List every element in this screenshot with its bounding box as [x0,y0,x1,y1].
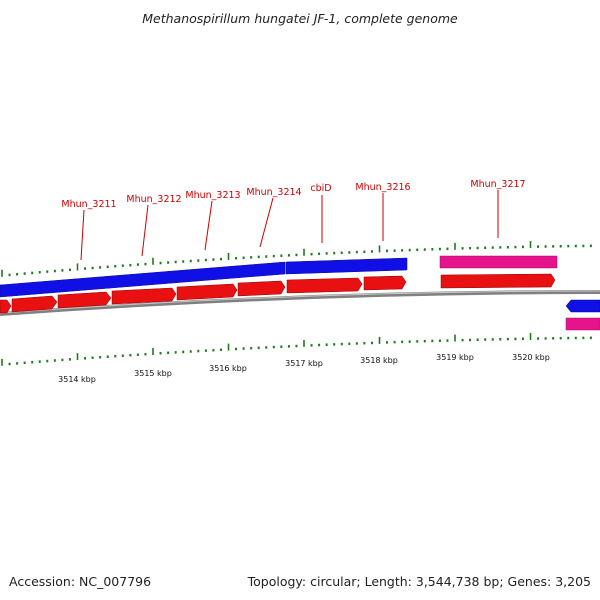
cds-arrow [176,283,238,301]
scale-label: 3514 kbp [58,375,96,384]
forward-gene-bar [285,257,408,275]
inner-tick-marks [1,332,592,366]
gene-label: cbiD [310,183,331,194]
cds-arrow [111,287,177,305]
outer-tick-marks [1,241,592,277]
scale-label: 3516 kbp [209,364,247,373]
gene-label: Mhun_3212 [126,194,181,205]
rna-gene-bar [439,255,558,269]
cds-arrow [440,273,556,289]
gene-label: Mhun_3213 [185,190,240,201]
map-title: Methanospirillum hungatei JF-1, complete… [142,11,458,26]
label-leader-line [259,197,274,248]
cds-arrow [0,299,12,314]
gene-label: Mhun_3216 [355,182,410,193]
label-leader-line [80,209,85,261]
cds-arrow [286,277,363,294]
scale-label: 3520 kbp [512,353,550,362]
accession-label: Accession: NC_007796 [9,574,152,589]
cds-arrow [363,275,407,291]
reverse-gene-bar [565,299,600,313]
label-leader-line [204,200,213,251]
label-leader-line [141,204,149,257]
cds-arrow [237,280,286,297]
rna-gene-bar [565,317,600,331]
genome-backbone [0,290,600,316]
gene-label: Mhun_3217 [470,179,525,190]
genome-summary-label: Topology: circular; Length: 3,544,738 bp… [247,574,591,589]
gene-label: Mhun_3211 [61,199,116,210]
gene-label: Mhun_3214 [246,187,301,198]
scale-label: 3517 kbp [285,359,323,368]
cds-arrow [57,291,112,309]
scale-label: 3519 kbp [436,353,474,362]
genome-backbone-highlight [0,290,600,314]
cds-arrow [11,295,58,313]
gene-label-leaders [80,190,499,261]
scale-label: 3518 kbp [360,356,398,365]
forward-gene-bar [0,261,286,298]
scale-label: 3515 kbp [134,369,172,378]
